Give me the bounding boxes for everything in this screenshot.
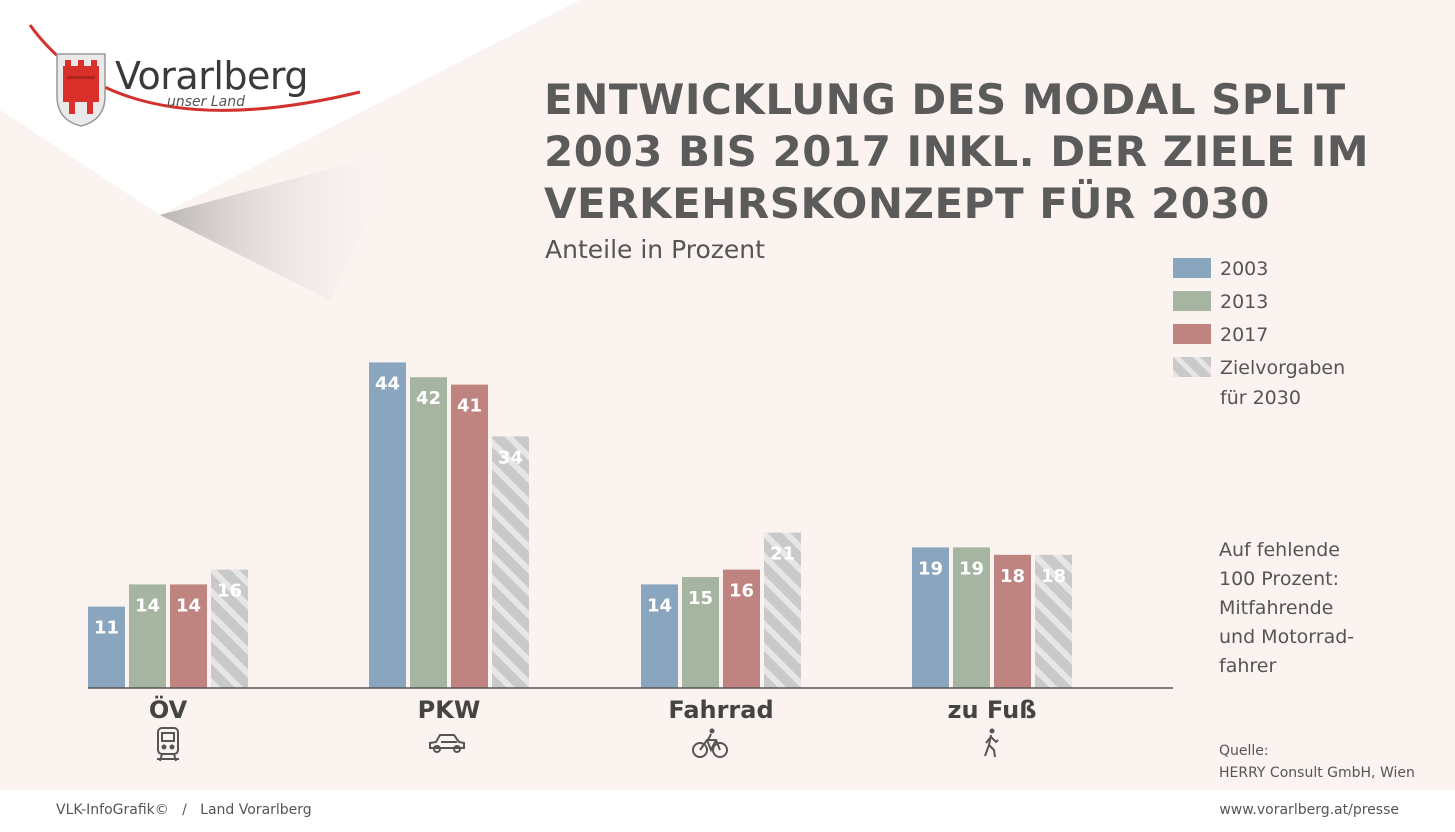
vorarlberg-logo: Vorarlberg unser Land (55, 52, 375, 137)
chart-subtitle: Anteile in Prozent (545, 235, 765, 264)
value-label-pkw-target-2030: 34 (498, 447, 523, 468)
legend-label: 2017 (1220, 324, 1269, 346)
footer: VLK-InfoGrafik© / Land Vorarlberg www.vo… (0, 790, 1455, 832)
footer-credit: VLK-InfoGrafik© / Land Vorarlberg (56, 802, 312, 818)
pedestrian-icon (984, 728, 999, 758)
missing-percent-note: Auf fehlende 100 Prozent: Mitfahrende un… (1219, 539, 1355, 677)
legend-label: 2003 (1220, 258, 1269, 280)
page-title: ENTWICKLUNG DES MODAL SPLIT 2003 BIS 201… (544, 75, 1369, 228)
value-label-fahrrad-2017: 16 (729, 581, 754, 602)
value-label-zu-fuss-2013: 19 (959, 558, 984, 579)
source-note: Quelle: HERRY Consult GmbH, Wien (1219, 743, 1415, 781)
train-icon (157, 727, 179, 762)
bar-fahrrad-2017 (723, 569, 760, 688)
modal-split-chart: 11 14 14 16 ÖV 44 42 41 34 PKW 14 15 16 21 Fahrrad 19 19… (88, 362, 1173, 762)
value-label-oev-2003: 11 (94, 618, 119, 639)
bicycle-icon (692, 728, 728, 758)
category-label-zu-fuss: zu Fuß (948, 696, 1037, 724)
category-label-fahrrad: Fahrrad (668, 696, 773, 724)
bar-zu-fuss-2003 (912, 547, 949, 688)
value-label-fahrrad-2003: 14 (647, 595, 672, 616)
bar-pkw-2017 (451, 384, 488, 688)
bar-fahrrad-2013 (682, 577, 719, 688)
coat-of-arms-icon (56, 53, 106, 127)
legend-swatch (1173, 324, 1211, 344)
bar-fahrrad-2003 (641, 584, 678, 688)
logo-tagline: unser Land (167, 94, 245, 110)
value-label-fahrrad-2013: 15 (688, 588, 713, 609)
bar-zu-fuss-2017 (994, 554, 1031, 688)
shadow-wedge (160, 150, 400, 300)
value-label-zu-fuss-target-2030: 18 (1041, 566, 1066, 587)
value-label-pkw-2013: 42 (416, 388, 441, 409)
bar-oev-target-2030 (211, 569, 248, 688)
value-label-zu-fuss-2017: 18 (1000, 566, 1025, 587)
value-label-oev-2017: 14 (176, 595, 201, 616)
legend-swatch (1173, 291, 1211, 311)
bar-oev-2017 (170, 584, 207, 688)
bar-fahrrad-target-2030 (764, 532, 801, 688)
bar-pkw-target-2030 (492, 436, 529, 688)
category-label-oev: ÖV (149, 694, 188, 724)
footer-link[interactable]: www.vorarlberg.at/presse (1219, 802, 1399, 818)
bar-oev-2013 (129, 584, 166, 688)
value-label-pkw-2003: 44 (375, 373, 400, 394)
bar-zu-fuss-target-2030 (1035, 554, 1072, 688)
legend-label: 2013 (1220, 291, 1269, 313)
legend-swatch (1173, 357, 1211, 377)
value-label-fahrrad-target-2030: 21 (770, 544, 795, 565)
bar-pkw-2003 (369, 362, 406, 688)
bar-zu-fuss-2013 (953, 547, 990, 688)
car-icon (429, 734, 465, 753)
value-label-pkw-2017: 41 (457, 396, 482, 417)
logo-name: Vorarlberg (115, 54, 308, 98)
legend-swatch (1173, 258, 1211, 278)
value-label-zu-fuss-2003: 19 (918, 558, 943, 579)
value-label-oev-2013: 14 (135, 595, 160, 616)
bar-oev-2003 (88, 606, 125, 688)
category-label-pkw: PKW (418, 696, 481, 724)
white-wedge-shape (0, 0, 580, 215)
legend-label: Zielvorgaben für 2030 (1220, 357, 1346, 409)
bar-pkw-2013 (410, 377, 447, 688)
value-label-oev-target-2030: 16 (217, 581, 242, 602)
